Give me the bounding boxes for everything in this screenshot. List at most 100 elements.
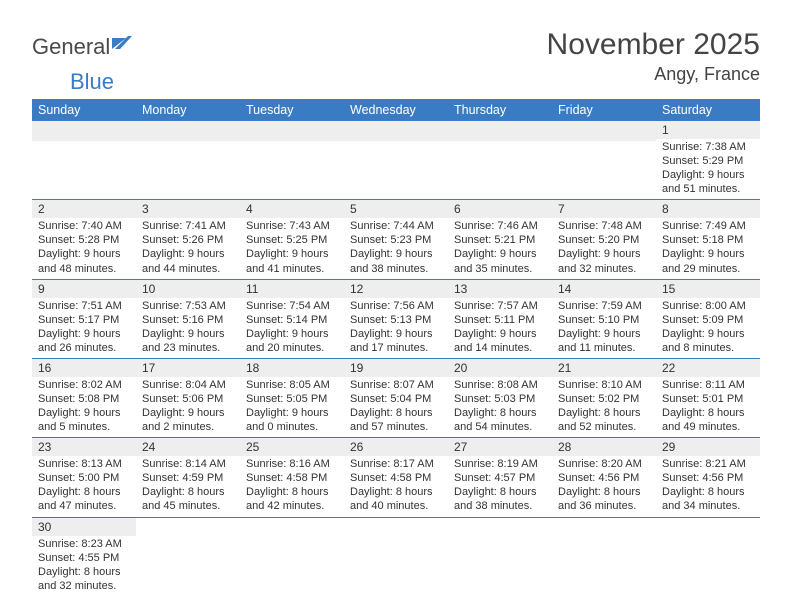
day-number: 2 (32, 200, 136, 218)
day-number: 9 (32, 280, 136, 298)
week-row: 9Sunrise: 7:51 AMSunset: 5:17 PMDaylight… (32, 279, 760, 358)
col-wednesday: Wednesday (344, 99, 448, 121)
col-monday: Monday (136, 99, 240, 121)
logo-text-b: Blue (70, 69, 114, 95)
day-cell: 27Sunrise: 8:19 AMSunset: 4:57 PMDayligh… (448, 438, 552, 517)
day-number: 21 (552, 359, 656, 377)
day-number: 15 (656, 280, 760, 298)
day-cell (552, 517, 656, 596)
logo: General (32, 34, 134, 60)
location: Angy, France (547, 64, 760, 85)
day-cell: 26Sunrise: 8:17 AMSunset: 4:58 PMDayligh… (344, 438, 448, 517)
day-number: 1 (656, 121, 760, 139)
day-number: 13 (448, 280, 552, 298)
col-friday: Friday (552, 99, 656, 121)
day-details: Sunrise: 7:59 AMSunset: 5:10 PMDaylight:… (552, 298, 656, 358)
day-cell: 8Sunrise: 7:49 AMSunset: 5:18 PMDaylight… (656, 200, 760, 279)
day-details: Sunrise: 8:20 AMSunset: 4:56 PMDaylight:… (552, 456, 656, 516)
day-details: Sunrise: 7:43 AMSunset: 5:25 PMDaylight:… (240, 218, 344, 278)
day-number: 24 (136, 438, 240, 456)
day-details: Sunrise: 7:57 AMSunset: 5:11 PMDaylight:… (448, 298, 552, 358)
day-number: 8 (656, 200, 760, 218)
day-details: Sunrise: 8:13 AMSunset: 5:00 PMDaylight:… (32, 456, 136, 516)
day-details: Sunrise: 8:07 AMSunset: 5:04 PMDaylight:… (344, 377, 448, 437)
month-title: November 2025 (547, 28, 760, 62)
day-cell: 1Sunrise: 7:38 AMSunset: 5:29 PMDaylight… (656, 121, 760, 200)
day-cell: 21Sunrise: 8:10 AMSunset: 5:02 PMDayligh… (552, 358, 656, 437)
day-details: Sunrise: 7:49 AMSunset: 5:18 PMDaylight:… (656, 218, 760, 278)
day-number: 11 (240, 280, 344, 298)
day-details: Sunrise: 8:02 AMSunset: 5:08 PMDaylight:… (32, 377, 136, 437)
logo-text-a: General (32, 34, 110, 60)
day-number: 5 (344, 200, 448, 218)
day-cell (344, 517, 448, 596)
day-cell (344, 121, 448, 200)
day-details: Sunrise: 8:17 AMSunset: 4:58 PMDaylight:… (344, 456, 448, 516)
day-details: Sunrise: 8:21 AMSunset: 4:56 PMDaylight:… (656, 456, 760, 516)
day-cell: 22Sunrise: 8:11 AMSunset: 5:01 PMDayligh… (656, 358, 760, 437)
week-row: 23Sunrise: 8:13 AMSunset: 5:00 PMDayligh… (32, 438, 760, 517)
day-number: 7 (552, 200, 656, 218)
day-details: Sunrise: 7:53 AMSunset: 5:16 PMDaylight:… (136, 298, 240, 358)
day-cell: 5Sunrise: 7:44 AMSunset: 5:23 PMDaylight… (344, 200, 448, 279)
day-number: 25 (240, 438, 344, 456)
day-cell: 10Sunrise: 7:53 AMSunset: 5:16 PMDayligh… (136, 279, 240, 358)
day-cell: 30Sunrise: 8:23 AMSunset: 4:55 PMDayligh… (32, 517, 136, 596)
day-details: Sunrise: 7:44 AMSunset: 5:23 PMDaylight:… (344, 218, 448, 278)
day-cell: 18Sunrise: 8:05 AMSunset: 5:05 PMDayligh… (240, 358, 344, 437)
day-number: 19 (344, 359, 448, 377)
day-cell (448, 517, 552, 596)
day-number: 12 (344, 280, 448, 298)
day-details: Sunrise: 7:56 AMSunset: 5:13 PMDaylight:… (344, 298, 448, 358)
day-number: 26 (344, 438, 448, 456)
day-cell: 16Sunrise: 8:02 AMSunset: 5:08 PMDayligh… (32, 358, 136, 437)
day-details: Sunrise: 8:14 AMSunset: 4:59 PMDaylight:… (136, 456, 240, 516)
day-number: 30 (32, 518, 136, 536)
day-details: Sunrise: 8:11 AMSunset: 5:01 PMDaylight:… (656, 377, 760, 437)
day-number: 6 (448, 200, 552, 218)
col-saturday: Saturday (656, 99, 760, 121)
day-cell: 24Sunrise: 8:14 AMSunset: 4:59 PMDayligh… (136, 438, 240, 517)
day-cell (32, 121, 136, 200)
day-cell: 28Sunrise: 8:20 AMSunset: 4:56 PMDayligh… (552, 438, 656, 517)
day-cell (448, 121, 552, 200)
col-sunday: Sunday (32, 99, 136, 121)
day-number: 17 (136, 359, 240, 377)
day-cell: 12Sunrise: 7:56 AMSunset: 5:13 PMDayligh… (344, 279, 448, 358)
day-number: 22 (656, 359, 760, 377)
week-row: 30Sunrise: 8:23 AMSunset: 4:55 PMDayligh… (32, 517, 760, 596)
day-details: Sunrise: 8:19 AMSunset: 4:57 PMDaylight:… (448, 456, 552, 516)
day-number: 3 (136, 200, 240, 218)
day-number: 27 (448, 438, 552, 456)
week-row: 2Sunrise: 7:40 AMSunset: 5:28 PMDaylight… (32, 200, 760, 279)
day-number: 4 (240, 200, 344, 218)
day-header-row: Sunday Monday Tuesday Wednesday Thursday… (32, 99, 760, 121)
day-cell: 23Sunrise: 8:13 AMSunset: 5:00 PMDayligh… (32, 438, 136, 517)
day-cell: 6Sunrise: 7:46 AMSunset: 5:21 PMDaylight… (448, 200, 552, 279)
day-details: Sunrise: 8:10 AMSunset: 5:02 PMDaylight:… (552, 377, 656, 437)
day-cell: 4Sunrise: 7:43 AMSunset: 5:25 PMDaylight… (240, 200, 344, 279)
day-details: Sunrise: 8:04 AMSunset: 5:06 PMDaylight:… (136, 377, 240, 437)
day-details: Sunrise: 7:48 AMSunset: 5:20 PMDaylight:… (552, 218, 656, 278)
day-details: Sunrise: 8:16 AMSunset: 4:58 PMDaylight:… (240, 456, 344, 516)
day-number: 23 (32, 438, 136, 456)
day-number: 14 (552, 280, 656, 298)
day-cell: 19Sunrise: 8:07 AMSunset: 5:04 PMDayligh… (344, 358, 448, 437)
day-details: Sunrise: 7:46 AMSunset: 5:21 PMDaylight:… (448, 218, 552, 278)
col-thursday: Thursday (448, 99, 552, 121)
day-cell: 7Sunrise: 7:48 AMSunset: 5:20 PMDaylight… (552, 200, 656, 279)
day-details: Sunrise: 8:00 AMSunset: 5:09 PMDaylight:… (656, 298, 760, 358)
day-cell (136, 121, 240, 200)
day-details: Sunrise: 7:54 AMSunset: 5:14 PMDaylight:… (240, 298, 344, 358)
day-cell (656, 517, 760, 596)
day-cell: 14Sunrise: 7:59 AMSunset: 5:10 PMDayligh… (552, 279, 656, 358)
day-cell: 20Sunrise: 8:08 AMSunset: 5:03 PMDayligh… (448, 358, 552, 437)
day-cell: 29Sunrise: 8:21 AMSunset: 4:56 PMDayligh… (656, 438, 760, 517)
day-number: 20 (448, 359, 552, 377)
day-details: Sunrise: 7:41 AMSunset: 5:26 PMDaylight:… (136, 218, 240, 278)
day-details: Sunrise: 8:23 AMSunset: 4:55 PMDaylight:… (32, 536, 136, 596)
day-cell: 17Sunrise: 8:04 AMSunset: 5:06 PMDayligh… (136, 358, 240, 437)
day-cell (552, 121, 656, 200)
flag-icon (112, 35, 134, 51)
day-number: 10 (136, 280, 240, 298)
